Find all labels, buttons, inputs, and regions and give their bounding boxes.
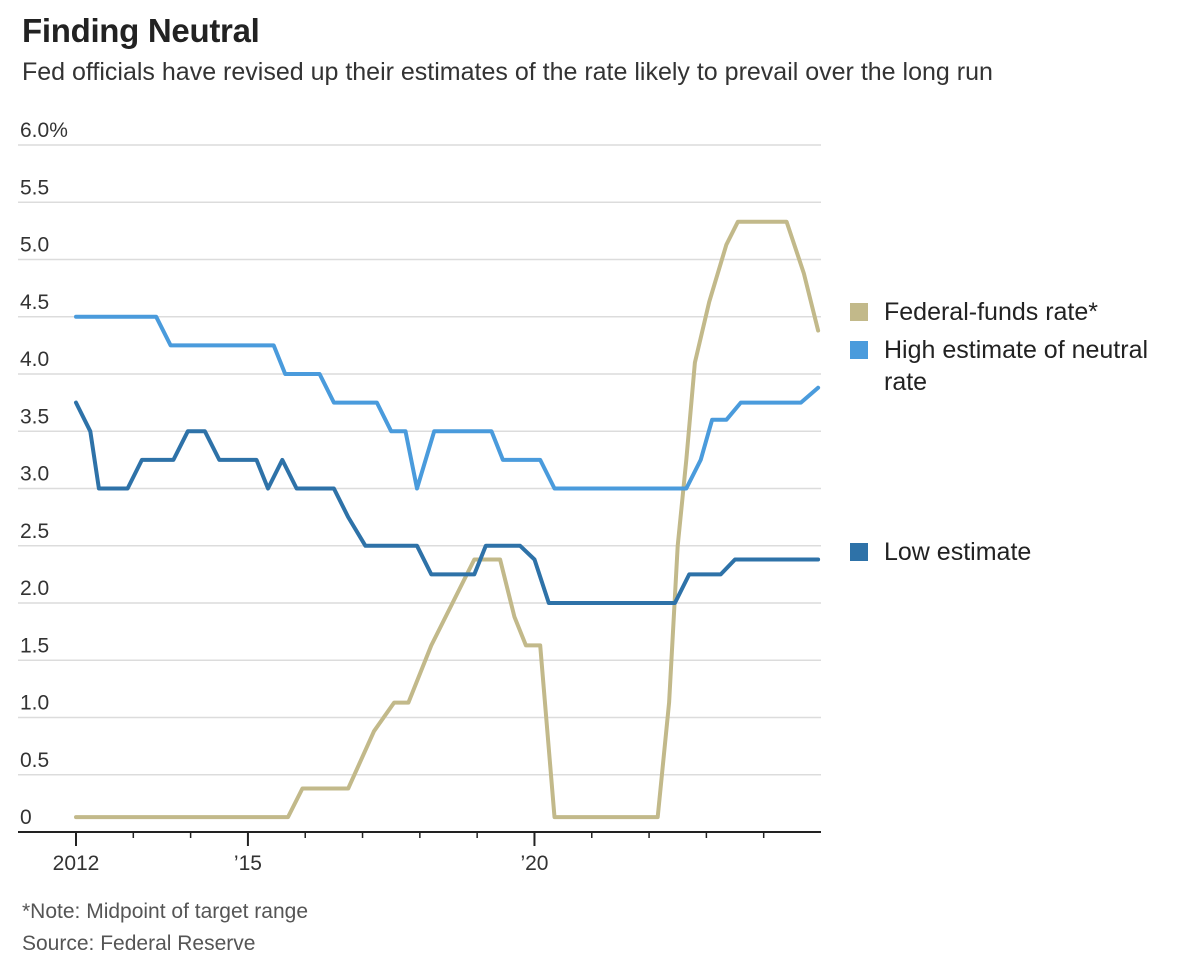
legend-item-fed-funds: Federal-funds rate*	[850, 296, 1194, 328]
series-layer	[74, 219, 821, 820]
y-tick-label: 5.0	[20, 234, 49, 257]
chart-subtitle: Fed officials have revised up their esti…	[22, 58, 993, 86]
chart-title: Finding Neutral	[22, 12, 260, 49]
y-tick-label: 3.5	[20, 405, 49, 428]
legend-label-fed-funds: Federal-funds rate*	[884, 298, 1099, 326]
y-tick-label: 1.0	[20, 692, 49, 715]
legend-swatch-fed-funds	[850, 303, 868, 321]
legend-item-low-estimate: Low estimate	[850, 536, 1194, 568]
legend-label-low-estimate: Low estimate	[884, 538, 1032, 566]
y-tick-label: 2.5	[20, 520, 49, 543]
legend-swatch-high-estimate	[850, 341, 868, 359]
series-line-fed-funds	[74, 219, 821, 820]
x-tick-label: ’15	[234, 852, 262, 875]
y-tick-label: 6.0%	[20, 119, 68, 142]
source-note: Source: Federal Reserve	[22, 932, 256, 955]
y-tick-label: 2.0	[20, 577, 49, 600]
y-tick-label: 4.0	[20, 348, 49, 371]
y-tick-label: 3.0	[20, 463, 49, 486]
x-tick-label: ’20	[520, 852, 548, 875]
series-line-low-estimate	[74, 400, 821, 605]
y-tick-label: 5.5	[20, 176, 49, 199]
y-tick-label: 0	[20, 806, 32, 829]
y-tick-label: 4.5	[20, 291, 49, 314]
legend-item-high-estimate: High estimate of neutral rate	[850, 334, 1194, 398]
series-line-high-estimate	[74, 314, 821, 491]
legend-label-high-estimate: High estimate of neutral rate	[884, 336, 1149, 396]
x-axis: 2012 ’15 ’20	[18, 831, 821, 875]
y-tick-label: 0.5	[20, 749, 49, 772]
y-tick-label: 1.5	[20, 634, 49, 657]
y-tick-labels: 0 0.5 1.0 1.5 2.0 2.5 3.0 3.5 4.0 4.5 5.0 5.5 6.0%	[20, 119, 68, 829]
x-tick-label: 2012	[53, 852, 100, 875]
legend: Federal-funds rate* High estimate of neu…	[850, 296, 1190, 596]
footnote: *Note: Midpoint of target range	[22, 900, 309, 923]
legend-swatch-low-estimate	[850, 543, 868, 561]
